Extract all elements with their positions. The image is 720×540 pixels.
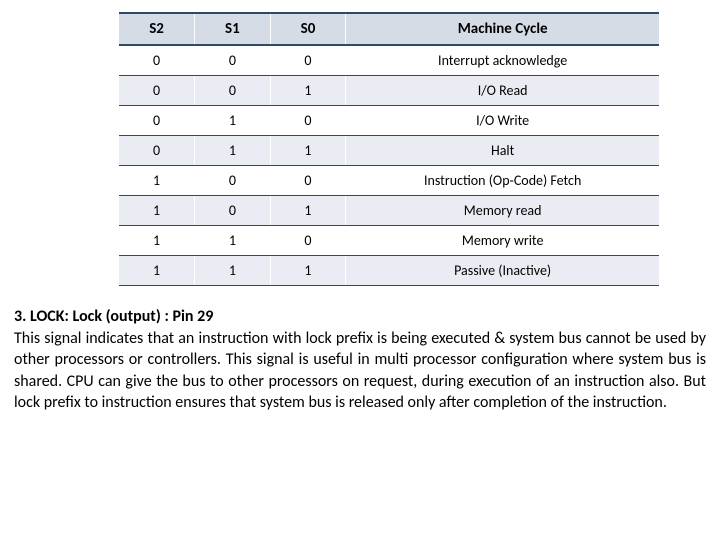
cell-s1: 0: [195, 196, 271, 226]
cell-s0: 0: [270, 166, 346, 196]
table-row: 110Memory write: [119, 226, 659, 256]
cell-s2: 0: [119, 106, 195, 136]
cell-s1: 1: [195, 106, 271, 136]
table-row: 001I/O Read: [119, 76, 659, 106]
cell-s1: 1: [195, 256, 271, 286]
cell-s2: 0: [119, 136, 195, 166]
cell-s1: 1: [195, 136, 271, 166]
description-paragraph: 3. LOCK: Lock (output) : Pin 29 This sig…: [14, 306, 706, 414]
cell-cycle: Halt: [346, 136, 659, 166]
cell-cycle: Instruction (Op-Code) Fetch: [346, 166, 659, 196]
col-header-s2: S2: [119, 13, 195, 45]
cell-s2: 0: [119, 45, 195, 76]
lock-heading: 3. LOCK: Lock (output) : Pin 29: [14, 307, 213, 326]
table-row: 000Interrupt acknowledge: [119, 45, 659, 76]
machine-cycle-table: S2 S1 S0 Machine Cycle 000Interrupt ackn…: [119, 12, 659, 286]
cell-s2: 0: [119, 76, 195, 106]
table-row: 011Halt: [119, 136, 659, 166]
cell-cycle: Memory read: [346, 196, 659, 226]
cell-cycle: Memory write: [346, 226, 659, 256]
col-header-s1: S1: [195, 13, 271, 45]
cell-s2: 1: [119, 256, 195, 286]
signal-table-container: S2 S1 S0 Machine Cycle 000Interrupt ackn…: [119, 12, 659, 286]
cell-cycle: I/O Write: [346, 106, 659, 136]
lock-body: This signal indicates that an instructio…: [14, 329, 706, 413]
table-row: 101Memory read: [119, 196, 659, 226]
cell-cycle: Passive (Inactive): [346, 256, 659, 286]
cell-s0: 0: [270, 45, 346, 76]
cell-s0: 1: [270, 256, 346, 286]
table-row: 100Instruction (Op-Code) Fetch: [119, 166, 659, 196]
cell-s2: 1: [119, 166, 195, 196]
cell-s1: 0: [195, 45, 271, 76]
cell-s0: 1: [270, 76, 346, 106]
cell-s1: 0: [195, 166, 271, 196]
col-header-s0: S0: [270, 13, 346, 45]
col-header-cycle: Machine Cycle: [346, 13, 659, 45]
cell-s2: 1: [119, 196, 195, 226]
table-header-row: S2 S1 S0 Machine Cycle: [119, 13, 659, 45]
cell-cycle: I/O Read: [346, 76, 659, 106]
cell-s0: 0: [270, 106, 346, 136]
cell-cycle: Interrupt acknowledge: [346, 45, 659, 76]
cell-s2: 1: [119, 226, 195, 256]
table-row: 010I/O Write: [119, 106, 659, 136]
table-row: 111Passive (Inactive): [119, 256, 659, 286]
cell-s0: 1: [270, 136, 346, 166]
cell-s0: 1: [270, 196, 346, 226]
cell-s1: 0: [195, 76, 271, 106]
cell-s0: 0: [270, 226, 346, 256]
cell-s1: 1: [195, 226, 271, 256]
table-body: 000Interrupt acknowledge001I/O Read010I/…: [119, 45, 659, 286]
